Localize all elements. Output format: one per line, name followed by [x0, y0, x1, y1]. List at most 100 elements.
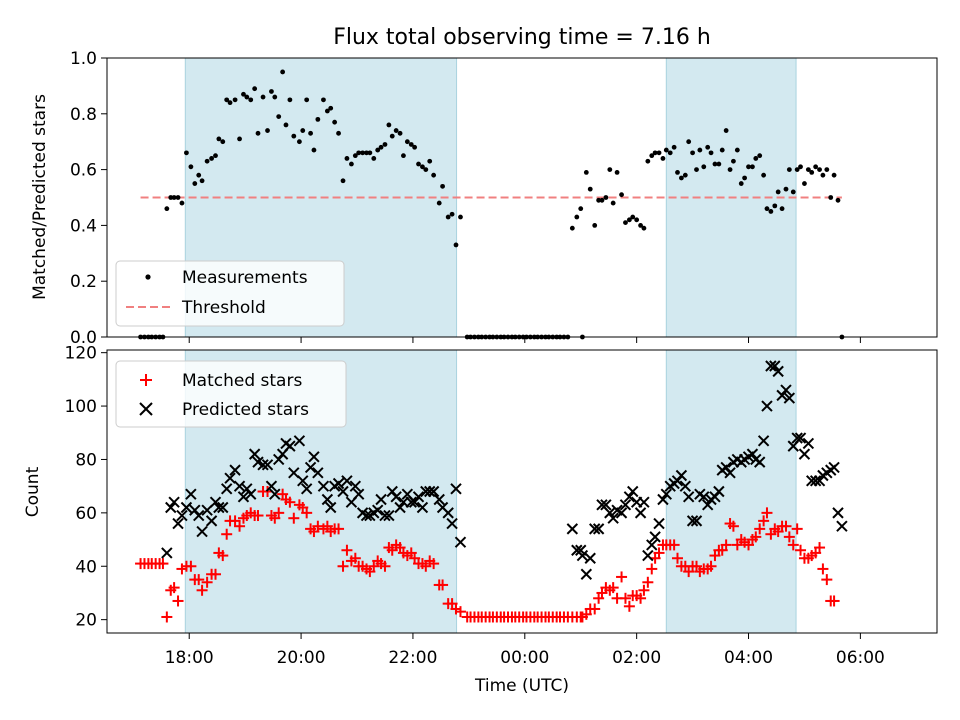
bottom-legend: Matched stars Predicted stars — [115, 360, 347, 428]
predicted-star-point — [798, 448, 811, 460]
matched-star-point — [252, 510, 264, 522]
y-tick-label: 0.6 — [70, 161, 97, 181]
measurement-point — [269, 89, 274, 94]
measurement-point — [675, 169, 680, 175]
measurement-point — [276, 114, 282, 119]
measurement-point — [813, 164, 819, 170]
measurement-point — [786, 167, 792, 173]
matched-star-point — [754, 523, 766, 535]
measurement-point — [209, 156, 214, 161]
matched-star-point — [221, 528, 233, 540]
measurement-point — [794, 167, 800, 173]
measurement-point — [237, 136, 242, 142]
predicted-star-point — [753, 456, 766, 468]
bottom-legend-box — [115, 360, 347, 428]
predicted-star-point — [566, 523, 579, 535]
matched-star-point — [196, 584, 208, 596]
measurement-point — [708, 150, 714, 156]
predicted-star-points — [161, 360, 848, 580]
predicted-star-point — [304, 461, 317, 474]
predicted-star-point — [761, 400, 773, 412]
measurement-point — [252, 86, 258, 92]
measurement-point — [371, 156, 377, 161]
measurement-point — [742, 175, 748, 181]
measurement-point — [761, 172, 767, 178]
predicted-star-point — [293, 435, 306, 447]
matched-star-point — [791, 523, 803, 535]
predicted-star-point — [660, 488, 673, 500]
y-tick-label: 0.0 — [70, 328, 97, 348]
predicted-star-point — [375, 493, 387, 506]
predicted-star-point — [408, 496, 421, 508]
x-tick-label: 20:00 — [277, 648, 326, 668]
predicted-star-point — [172, 517, 184, 530]
predicted-star-point — [189, 504, 201, 516]
predicted-star-point — [791, 432, 803, 444]
measurement-point — [574, 214, 580, 220]
measurement-point — [179, 200, 185, 206]
measurement-point — [623, 220, 628, 226]
matched-star-point — [828, 595, 840, 607]
predicted-star-point — [237, 491, 250, 503]
predicted-star-point — [349, 480, 362, 492]
measurement-point — [679, 175, 684, 181]
legend-measurement-marker — [145, 274, 151, 280]
predicted-star-point — [776, 389, 788, 402]
predicted-star-point — [671, 475, 684, 487]
predicted-star-point — [589, 523, 601, 535]
measurement-point — [783, 186, 789, 192]
matched-star-point — [821, 574, 833, 586]
matched-star-points — [135, 486, 840, 623]
predicted-star-point — [649, 531, 661, 543]
measurement-point — [224, 97, 230, 103]
predicted-star-point — [646, 539, 658, 551]
measurement-point — [630, 214, 636, 220]
top-panel: 0.0 0.2 0.4 0.6 0.8 1.0 Matched/Predicted sta… — [30, 49, 938, 348]
matched-star-point — [642, 576, 654, 588]
measurement-point — [340, 178, 346, 184]
x-tick-label: 02:00 — [612, 648, 661, 668]
top-legend-box — [115, 260, 345, 327]
x-tick-label: 18:00 — [165, 648, 214, 668]
measurement-point — [626, 217, 632, 223]
legend-threshold-label: Threshold — [181, 298, 266, 318]
predicted-star-point — [600, 499, 612, 511]
predicted-star-point — [168, 496, 180, 508]
measurement-point — [809, 169, 815, 175]
predicted-star-point — [450, 483, 462, 495]
measurement-point — [378, 144, 384, 150]
predicted-star-point — [341, 475, 353, 487]
predicted-star-point — [607, 512, 619, 524]
measurement-point — [220, 139, 226, 145]
predicted-star-point — [427, 485, 440, 498]
matched-star-point — [750, 531, 762, 543]
y-tick-label: 0.8 — [70, 105, 97, 125]
measurement-point — [592, 223, 598, 228]
measurement-point — [820, 172, 826, 178]
measurement-point — [831, 172, 837, 178]
predicted-star-point — [229, 464, 241, 476]
measurement-point — [697, 147, 703, 153]
measurement-point — [175, 195, 181, 200]
predicted-star-point — [165, 501, 177, 514]
predicted-star-point — [297, 475, 309, 487]
measurement-point — [727, 167, 733, 173]
predicted-star-point — [769, 360, 781, 372]
measurement-point — [328, 105, 334, 111]
measurement-point — [192, 181, 198, 186]
matched-star-point — [301, 507, 313, 519]
predicted-star-point — [592, 523, 605, 535]
measurement-point — [690, 150, 695, 156]
legend-measurements-label: Measurements — [182, 268, 308, 288]
measurement-point — [324, 108, 330, 114]
predicted-star-point — [604, 507, 616, 519]
predicted-star-point — [580, 568, 593, 580]
measurement-point — [686, 139, 692, 145]
matched-star-point — [168, 582, 180, 594]
predicted-star-point — [828, 461, 840, 474]
predicted-star-point — [332, 477, 345, 490]
top-axes-frame — [106, 57, 938, 338]
measurement-point — [775, 189, 781, 195]
predicted-star-point — [220, 483, 233, 495]
measurement-point — [694, 167, 699, 173]
